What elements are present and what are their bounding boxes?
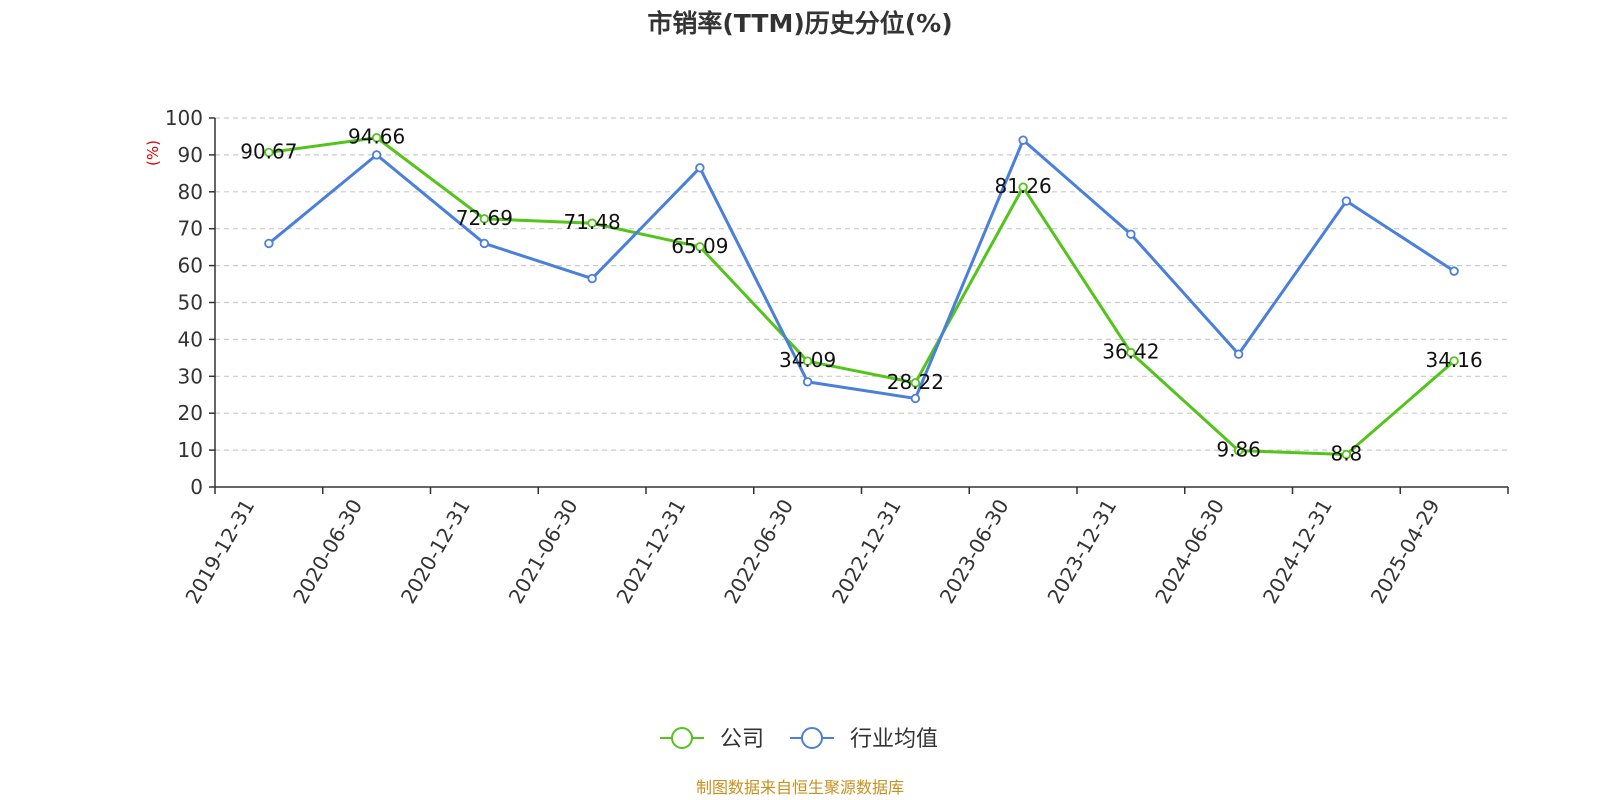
data-point[interactable] (371, 150, 382, 160)
data-point[interactable] (1126, 347, 1136, 358)
data-point[interactable] (802, 356, 813, 366)
data-label: 8.8 (1330, 442, 1362, 466)
data-point[interactable] (1018, 135, 1028, 145)
x-tick-label: 2024-12-31 (1258, 495, 1337, 608)
data-point[interactable] (587, 218, 597, 228)
x-tick-label: 2024-06-30 (1150, 495, 1229, 608)
data-point[interactable] (695, 163, 705, 173)
legend-label: 行业均值 (850, 727, 938, 752)
data-label: 34.09 (779, 348, 836, 372)
data-label: 94.66 (348, 125, 405, 149)
data-label: 90.67 (240, 139, 297, 163)
data-point[interactable] (695, 242, 705, 252)
data-point[interactable] (371, 133, 382, 143)
y-tick-label: 0 (190, 475, 203, 499)
x-tick-label: 2019-12-31 (180, 495, 259, 608)
series-line-0 (268, 136, 1456, 457)
data-point[interactable] (264, 238, 274, 249)
data-label: 28.22 (887, 370, 944, 394)
y-tick-label: 70 (178, 217, 203, 241)
legend-item[interactable]: 行业均值 (790, 727, 938, 752)
legend-circle-icon (801, 727, 823, 749)
series-line-1 (267, 138, 1455, 400)
x-tick-label: 2020-06-30 (288, 495, 367, 608)
data-label: 81.26 (994, 174, 1051, 198)
y-axis-label: (%) (144, 140, 162, 166)
data-point[interactable] (479, 214, 490, 224)
x-tick-label: 2023-06-30 (935, 495, 1014, 608)
y-tick-label: 10 (178, 438, 203, 462)
x-tick-label: 2025-04-29 (1366, 495, 1445, 608)
chart-title: 市销率(TTM)历史分位(%) (647, 9, 952, 38)
data-point[interactable] (1341, 449, 1352, 460)
data-point[interactable] (264, 147, 274, 158)
data-point[interactable] (910, 393, 921, 404)
data-points (264, 133, 1459, 460)
data-point[interactable] (479, 238, 490, 249)
source-note: 制图数据来自恒生聚源数据库 (696, 778, 904, 797)
data-label: 36.42 (1102, 340, 1159, 364)
x-tick-label: 2021-06-30 (504, 495, 583, 608)
data-point[interactable] (802, 377, 813, 387)
data-point[interactable] (1018, 182, 1028, 192)
data-point[interactable] (1341, 196, 1352, 206)
x-tick-label: 2023-12-31 (1042, 495, 1121, 608)
data-label: 71.48 (563, 210, 620, 234)
y-tick-label: 20 (178, 401, 203, 425)
grid-lines (215, 117, 1508, 451)
data-labels: 90.67 94.66 72.69 71.48 65.09 34.09 28.22 81.26… (240, 125, 1483, 466)
y-tick-label: 40 (178, 327, 203, 351)
legend[interactable]: 公司 行业均值 (660, 727, 938, 752)
axes: 0 10 20 30 40 50 60 70 80 90 100 2019-12-31 2020-06-… (165, 106, 1509, 608)
data-point[interactable] (1233, 349, 1244, 359)
x-tick-label: 2021-12-31 (611, 495, 690, 608)
data-point[interactable] (1233, 445, 1244, 456)
data-label: 9.86 (1216, 438, 1261, 462)
y-tick-label: 60 (178, 254, 203, 278)
legend-item[interactable]: 公司 (660, 727, 764, 752)
data-point[interactable] (1449, 266, 1459, 276)
y-tick-label: 30 (178, 364, 203, 388)
legend-circle-icon (671, 727, 693, 749)
data-point[interactable] (1126, 229, 1136, 239)
y-tick-label: 90 (178, 143, 203, 167)
y-tick-label: 50 (178, 291, 203, 315)
x-tick-label: 2020-12-31 (396, 495, 475, 608)
data-label: 34.16 (1425, 348, 1482, 372)
series-lines (267, 136, 1456, 457)
data-point[interactable] (1449, 356, 1459, 366)
data-label: 65.09 (671, 234, 728, 258)
y-tick-label: 100 (165, 106, 203, 130)
x-tick-label: 2022-06-30 (719, 495, 798, 608)
x-tick-label: 2022-12-31 (827, 495, 906, 608)
data-point[interactable] (910, 378, 921, 388)
y-tick-label: 80 (178, 180, 203, 204)
data-label: 72.69 (456, 206, 513, 230)
data-point[interactable] (587, 273, 597, 284)
legend-label: 公司 (720, 727, 764, 752)
